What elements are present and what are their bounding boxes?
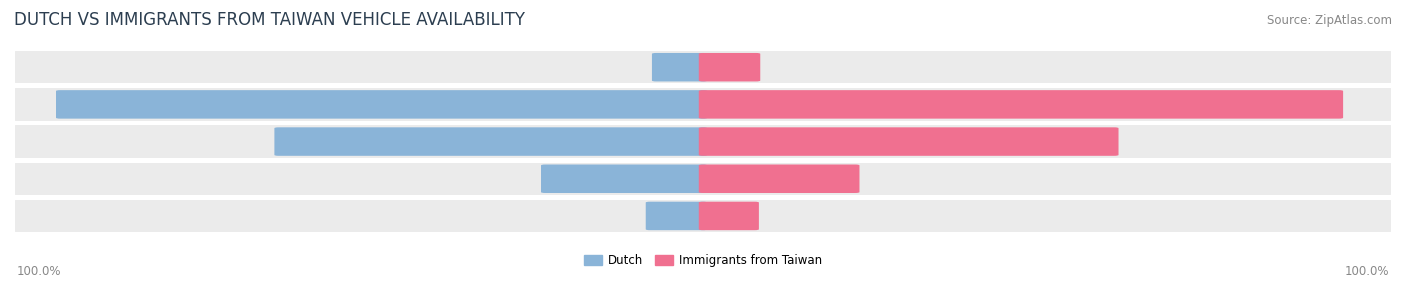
Text: 7.7%: 7.7% — [763, 61, 793, 74]
Text: 100.0%: 100.0% — [17, 265, 62, 278]
Text: 6.8%: 6.8% — [620, 61, 650, 74]
Text: 3+ Vehicles Available: 3+ Vehicles Available — [636, 172, 770, 185]
Text: 2+ Vehicles Available: 2+ Vehicles Available — [636, 135, 770, 148]
Legend: Dutch, Immigrants from Taiwan: Dutch, Immigrants from Taiwan — [579, 249, 827, 271]
Text: 7.7%: 7.7% — [613, 209, 643, 223]
Text: 22.1%: 22.1% — [803, 172, 844, 185]
Text: 22.9%: 22.9% — [557, 172, 598, 185]
Text: 92.3%: 92.3% — [1286, 98, 1327, 111]
Text: 7.5%: 7.5% — [762, 209, 792, 223]
Text: 93.3%: 93.3% — [72, 98, 112, 111]
Text: Source: ZipAtlas.com: Source: ZipAtlas.com — [1267, 13, 1392, 27]
Text: 61.6%: 61.6% — [290, 135, 330, 148]
Text: DUTCH VS IMMIGRANTS FROM TAIWAN VEHICLE AVAILABILITY: DUTCH VS IMMIGRANTS FROM TAIWAN VEHICLE … — [14, 11, 524, 29]
Text: 4+ Vehicles Available: 4+ Vehicles Available — [636, 209, 770, 223]
Text: 1+ Vehicles Available: 1+ Vehicles Available — [636, 98, 770, 111]
Text: No Vehicles Available: No Vehicles Available — [637, 61, 769, 74]
Text: 100.0%: 100.0% — [1344, 265, 1389, 278]
Text: 59.7%: 59.7% — [1062, 135, 1104, 148]
